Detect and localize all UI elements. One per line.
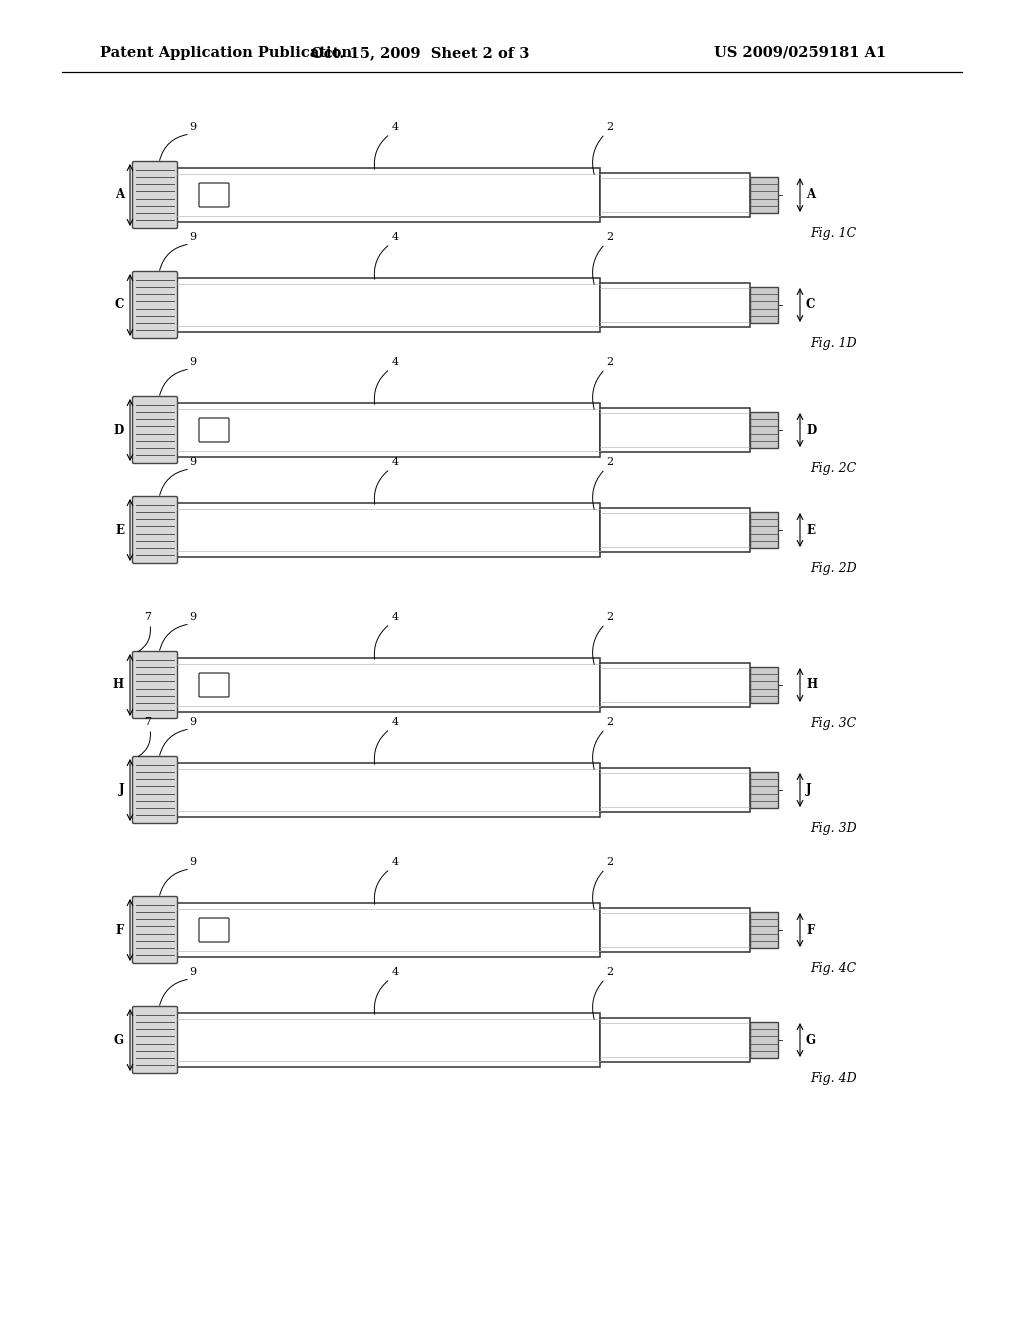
- Bar: [600, 768, 750, 812]
- Text: 9: 9: [189, 968, 197, 977]
- Text: 4: 4: [391, 857, 398, 867]
- Text: 4: 4: [391, 356, 398, 367]
- Text: 2: 2: [606, 121, 613, 132]
- Text: Fig. 3C: Fig. 3C: [810, 717, 856, 730]
- Bar: [177, 1012, 600, 1067]
- Bar: [750, 912, 778, 948]
- Bar: [600, 173, 750, 216]
- Text: Fig. 1D: Fig. 1D: [810, 337, 857, 350]
- Text: 9: 9: [189, 121, 197, 132]
- Text: E: E: [806, 524, 815, 536]
- Text: H: H: [806, 678, 817, 692]
- FancyBboxPatch shape: [199, 673, 229, 697]
- Bar: [177, 903, 600, 957]
- Bar: [750, 667, 778, 704]
- FancyBboxPatch shape: [132, 396, 177, 463]
- Text: Fig. 2D: Fig. 2D: [810, 562, 857, 576]
- Text: 4: 4: [391, 968, 398, 977]
- Bar: [750, 1022, 778, 1059]
- Text: Patent Application Publication: Patent Application Publication: [100, 46, 352, 59]
- Bar: [750, 412, 778, 447]
- Text: 2: 2: [606, 717, 613, 727]
- Bar: [600, 408, 750, 451]
- Text: 9: 9: [189, 717, 197, 727]
- FancyBboxPatch shape: [199, 917, 229, 942]
- FancyBboxPatch shape: [132, 161, 177, 228]
- Text: 4: 4: [391, 717, 398, 727]
- Text: Fig. 4D: Fig. 4D: [810, 1072, 857, 1085]
- Text: A: A: [806, 189, 815, 202]
- Bar: [750, 512, 778, 548]
- Bar: [177, 403, 600, 457]
- Text: 2: 2: [606, 968, 613, 977]
- FancyBboxPatch shape: [132, 756, 177, 824]
- Text: 7: 7: [144, 612, 152, 622]
- FancyBboxPatch shape: [132, 1006, 177, 1073]
- Text: Fig. 2C: Fig. 2C: [810, 462, 856, 475]
- Bar: [177, 503, 600, 557]
- FancyBboxPatch shape: [199, 183, 229, 207]
- Bar: [177, 657, 600, 711]
- FancyBboxPatch shape: [132, 652, 177, 718]
- Text: D: D: [806, 424, 816, 437]
- Text: G: G: [114, 1034, 124, 1047]
- Bar: [177, 763, 600, 817]
- Text: 4: 4: [391, 232, 398, 242]
- Bar: [750, 286, 778, 323]
- Text: Fig. 1C: Fig. 1C: [810, 227, 856, 240]
- FancyBboxPatch shape: [132, 496, 177, 564]
- Bar: [600, 908, 750, 952]
- FancyBboxPatch shape: [132, 896, 177, 964]
- Text: Fig. 4C: Fig. 4C: [810, 962, 856, 975]
- Bar: [750, 177, 778, 213]
- Text: 9: 9: [189, 612, 197, 622]
- Text: C: C: [806, 298, 815, 312]
- Text: A: A: [115, 189, 124, 202]
- Text: Oct. 15, 2009  Sheet 2 of 3: Oct. 15, 2009 Sheet 2 of 3: [311, 46, 529, 59]
- Text: 2: 2: [606, 857, 613, 867]
- Bar: [600, 282, 750, 327]
- Text: 2: 2: [606, 232, 613, 242]
- Text: 4: 4: [391, 457, 398, 467]
- Text: E: E: [115, 524, 124, 536]
- Bar: [177, 168, 600, 222]
- Text: J: J: [119, 784, 124, 796]
- FancyBboxPatch shape: [132, 272, 177, 338]
- Text: 9: 9: [189, 356, 197, 367]
- Text: Fig. 3D: Fig. 3D: [810, 822, 857, 836]
- Text: G: G: [806, 1034, 816, 1047]
- FancyBboxPatch shape: [199, 418, 229, 442]
- Bar: [600, 663, 750, 708]
- Text: 2: 2: [606, 457, 613, 467]
- Text: 9: 9: [189, 232, 197, 242]
- Text: 2: 2: [606, 612, 613, 622]
- Bar: [177, 279, 600, 333]
- Text: J: J: [806, 784, 812, 796]
- Text: US 2009/0259181 A1: US 2009/0259181 A1: [714, 46, 886, 59]
- Text: F: F: [116, 924, 124, 936]
- Text: D: D: [114, 424, 124, 437]
- Text: F: F: [806, 924, 814, 936]
- Text: C: C: [115, 298, 124, 312]
- Text: 7: 7: [144, 717, 152, 727]
- Bar: [750, 772, 778, 808]
- Text: 4: 4: [391, 121, 398, 132]
- Text: 9: 9: [189, 857, 197, 867]
- Text: 4: 4: [391, 612, 398, 622]
- Text: 9: 9: [189, 457, 197, 467]
- Text: H: H: [113, 678, 124, 692]
- Text: 2: 2: [606, 356, 613, 367]
- Bar: [600, 1018, 750, 1063]
- Bar: [600, 508, 750, 552]
